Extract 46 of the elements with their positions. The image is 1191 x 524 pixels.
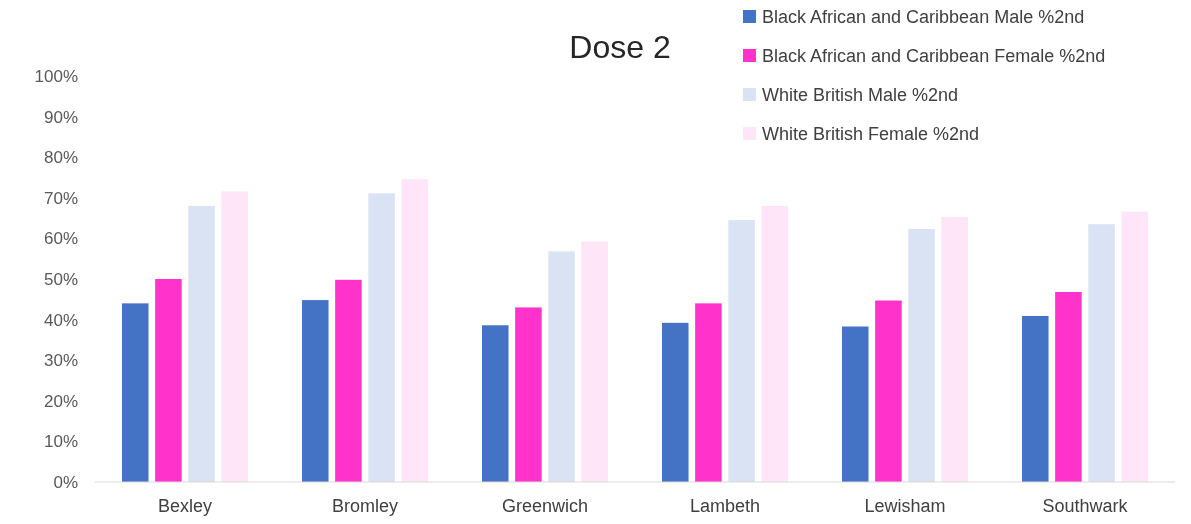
legend-label: Black African and Caribbean Male %2nd: [762, 7, 1085, 28]
x-tick-label: Lambeth: [689, 496, 761, 516]
bar: [302, 300, 329, 482]
y-tick-label: 80%: [43, 148, 78, 168]
bar: [728, 220, 755, 482]
bar: [335, 279, 362, 482]
bar: [1022, 315, 1049, 482]
bar: [548, 251, 575, 482]
x-tick-label: Greenwich: [501, 496, 589, 516]
y-tick-label: 30%: [43, 351, 78, 371]
bar: [482, 325, 509, 482]
bar: [1121, 211, 1148, 482]
bar: [662, 322, 689, 482]
bar: [155, 279, 182, 482]
y-tick-label: 50%: [43, 269, 78, 289]
bar: [1055, 291, 1082, 482]
y-tick-label: 0%: [53, 472, 78, 492]
bar: [761, 205, 788, 482]
bar: [695, 303, 722, 482]
bar: [1088, 224, 1115, 482]
x-tick-label: Bexley: [157, 496, 213, 516]
x-tick-label: Southwark: [1042, 496, 1129, 516]
y-tick-label: 60%: [43, 229, 78, 249]
legend-label: White British Male %2nd: [762, 85, 959, 106]
bar: [368, 193, 395, 482]
y-tick-label: 70%: [43, 188, 78, 208]
bar: [941, 216, 968, 482]
legend-label: White British Female %2nd: [762, 124, 980, 145]
bar: [221, 191, 248, 482]
y-tick-label: 10%: [43, 432, 78, 452]
y-tick-label: 90%: [43, 107, 78, 127]
x-tick-label: Lewisham: [864, 496, 946, 516]
bar: [122, 303, 149, 482]
bar: [908, 229, 935, 482]
bar: [515, 307, 542, 482]
bar: [842, 326, 869, 482]
chart-title: Dose 2: [569, 29, 671, 65]
bar: [188, 205, 215, 482]
bar: [581, 241, 608, 482]
y-tick-label: 100%: [34, 66, 78, 86]
bar: [875, 300, 902, 482]
x-tick-label: Bromley: [331, 496, 399, 516]
y-tick-label: 40%: [43, 310, 78, 330]
y-tick-label: 20%: [43, 391, 78, 411]
legend-label: Black African and Caribbean Female %2nd: [762, 46, 1106, 67]
bar: [401, 179, 428, 482]
